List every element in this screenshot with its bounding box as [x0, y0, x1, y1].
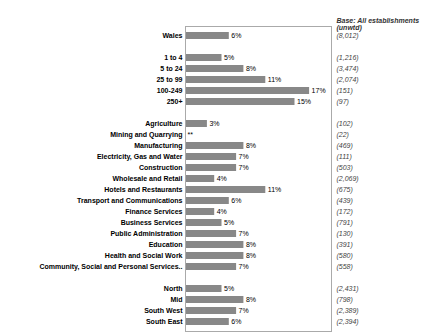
svg-text:7%: 7%: [239, 164, 249, 171]
svg-text:6%: 6%: [231, 197, 241, 204]
svg-text:1 to 4: 1 to 4: [164, 54, 182, 61]
svg-text:(503): (503): [337, 164, 353, 172]
svg-text:Health and Social Work: Health and Social Work: [105, 252, 183, 259]
svg-text:(798): (798): [337, 296, 353, 304]
svg-text:(439): (439): [337, 197, 353, 205]
svg-text:25 to 99: 25 to 99: [156, 76, 182, 83]
svg-text:Wales: Wales: [163, 32, 183, 39]
svg-text:(97): (97): [337, 98, 349, 106]
svg-text:5 to 24: 5 to 24: [160, 65, 182, 72]
svg-text:250+: 250+: [167, 98, 183, 105]
svg-text:South West: South West: [144, 307, 183, 314]
svg-text:(2,074): (2,074): [337, 76, 359, 84]
svg-text:Electricity, Gas and Water: Electricity, Gas and Water: [97, 153, 183, 161]
svg-text:8%: 8%: [246, 252, 256, 259]
svg-text:(558): (558): [337, 263, 353, 271]
svg-text:(130): (130): [337, 230, 353, 238]
svg-text:(391): (391): [337, 241, 353, 249]
svg-text:(675): (675): [337, 186, 353, 194]
svg-text:3%: 3%: [209, 120, 219, 127]
svg-text:5%: 5%: [224, 54, 234, 61]
svg-text:(469): (469): [337, 142, 353, 150]
svg-text:5%: 5%: [224, 219, 234, 226]
svg-text:4%: 4%: [217, 175, 227, 182]
svg-text:5%: 5%: [224, 285, 234, 292]
svg-text:8%: 8%: [246, 296, 256, 303]
svg-text:**: **: [188, 131, 194, 138]
svg-text:7%: 7%: [239, 263, 249, 270]
svg-text:Construction: Construction: [139, 164, 183, 171]
svg-text:(1,216): (1,216): [337, 54, 359, 62]
svg-text:Finance Services: Finance Services: [125, 208, 182, 215]
svg-text:Business Services: Business Services: [121, 219, 183, 226]
svg-text:6%: 6%: [231, 32, 241, 39]
svg-text:(172): (172): [337, 208, 353, 216]
svg-text:(2,394): (2,394): [337, 318, 359, 326]
svg-text:Mining and Quarrying: Mining and Quarrying: [110, 131, 182, 139]
svg-text:7%: 7%: [239, 230, 249, 237]
svg-text:8%: 8%: [246, 241, 256, 248]
svg-text:11%: 11%: [268, 186, 282, 193]
svg-text:Mid: Mid: [170, 296, 182, 303]
svg-text:(791): (791): [337, 219, 353, 227]
svg-text:(580): (580): [337, 252, 353, 260]
svg-text:Transport and Communications: Transport and Communications: [77, 197, 183, 205]
svg-text:Public Administration: Public Administration: [110, 230, 182, 237]
svg-text:(102): (102): [337, 120, 353, 128]
svg-text:(3,474): (3,474): [337, 65, 359, 73]
svg-text:8%: 8%: [246, 142, 256, 149]
svg-text:Community, Social and Personal: Community, Social and Personal Services.…: [39, 263, 182, 271]
svg-text:17%: 17%: [312, 87, 326, 94]
svg-text:7%: 7%: [239, 307, 249, 314]
svg-text:(8,012): (8,012): [337, 32, 359, 40]
svg-text:4%: 4%: [217, 208, 227, 215]
svg-text:100-249: 100-249: [157, 87, 183, 94]
svg-text:Manufacturing: Manufacturing: [134, 142, 182, 150]
svg-text:8%: 8%: [246, 65, 256, 72]
svg-text:11%: 11%: [268, 76, 282, 83]
svg-text:Agriculture: Agriculture: [145, 120, 182, 128]
svg-text:6%: 6%: [231, 318, 241, 325]
svg-text:(2,069): (2,069): [337, 175, 359, 183]
svg-text:North: North: [164, 285, 183, 292]
svg-text:(111): (111): [337, 153, 352, 161]
svg-text:Base: All establishments(unwtd: Base: All establishments(unwtd): [337, 17, 420, 32]
svg-text:Wholesale and Retail: Wholesale and Retail: [112, 175, 182, 182]
svg-text:Education: Education: [149, 241, 183, 248]
svg-text:15%: 15%: [297, 98, 311, 105]
svg-text:(2,431): (2,431): [337, 285, 359, 293]
svg-text:Hotels and Restaurants: Hotels and Restaurants: [104, 186, 182, 193]
svg-text:7%: 7%: [239, 153, 249, 160]
svg-text:South East: South East: [146, 318, 183, 325]
svg-text:(151): (151): [337, 87, 353, 95]
svg-text:(22): (22): [337, 131, 349, 139]
svg-text:(2,389): (2,389): [337, 307, 359, 315]
